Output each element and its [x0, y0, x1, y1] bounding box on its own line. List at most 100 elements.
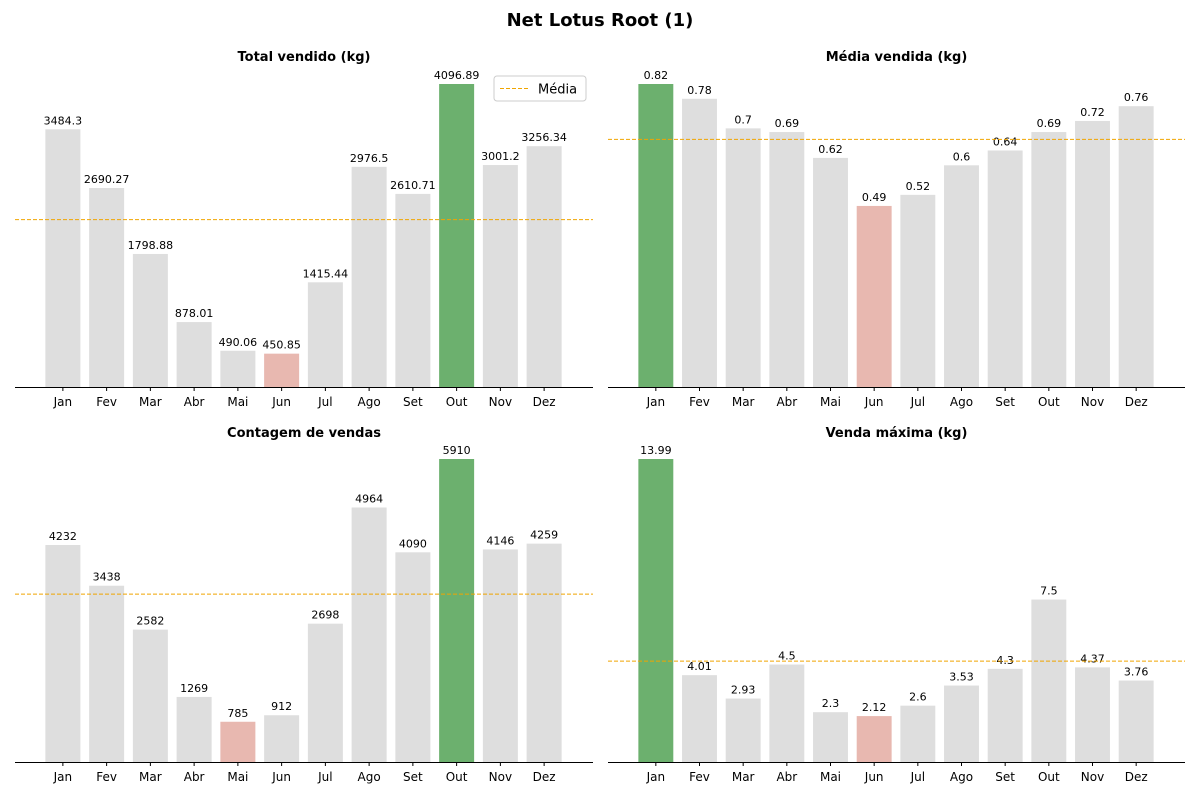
panel-2-tick-label: Fev: [689, 395, 710, 409]
panel-1-tick-label: Fev: [96, 395, 117, 409]
panel-4-value-label: 4.01: [687, 660, 712, 673]
panel-1-bar-fev: [89, 188, 125, 387]
legend-label: Média: [538, 83, 577, 98]
panel-3-value-label: 4146: [486, 534, 514, 547]
panel-4-tick-label: Set: [995, 770, 1015, 784]
panel-3-bar-nov: [482, 549, 518, 762]
panel-1-value-label: 1798.88: [128, 239, 174, 252]
panel-1-value-label: 4096.89: [434, 69, 480, 82]
panel-2-value-label: 0.72: [1080, 106, 1105, 119]
panel-3-value-label: 4090: [399, 537, 427, 550]
panel-3-bar-jun: [264, 715, 300, 762]
panel-2-title: Média vendida (kg): [826, 50, 968, 65]
panel-2-tick-label: Jan: [646, 395, 666, 409]
panel-2-bar-jan: [638, 84, 674, 387]
panel-3-value-label: 4964: [355, 493, 383, 506]
panel-4-bar-set: [987, 668, 1023, 762]
panel-1-bar-nov: [482, 165, 518, 387]
panel-1-value-label: 1415.44: [303, 267, 349, 280]
panel-3-bar-ago: [351, 507, 387, 762]
panel-1-value-label: 3001.2: [481, 150, 520, 163]
panel-3-tick-label: Set: [403, 770, 423, 784]
panel-4-tick-label: Jul: [910, 770, 925, 784]
panel-1-bar-jul: [307, 282, 343, 387]
panel-2-tick-label: Jul: [910, 395, 925, 409]
panel-1-value-label: 2690.27: [84, 173, 130, 186]
panel-4-bar-mar: [725, 698, 761, 762]
panel-4-bar-ago: [944, 685, 979, 762]
panel-3-value-label: 4232: [49, 530, 77, 543]
panel-3-bar-set: [395, 552, 431, 762]
panel-2-bar-set: [987, 150, 1023, 387]
panel-1-tick-label: Nov: [489, 395, 512, 409]
panel-4-bar-jun: [856, 716, 892, 762]
panel-1-bar-out: [439, 84, 475, 387]
panel-1-bar-set: [395, 193, 431, 387]
panel-4-bar-jan: [638, 459, 674, 762]
panel-4-bar-jul: [900, 705, 936, 762]
panel-4-value-label: 2.12: [862, 701, 887, 714]
panel-1-tick-label: Jan: [53, 395, 73, 409]
panel-3-bar-jan: [45, 545, 81, 762]
panel-1-value-label: 2976.5: [350, 152, 389, 165]
panel-3-value-label: 785: [227, 707, 248, 720]
panel-4-value-label: 4.5: [778, 650, 796, 663]
panel-3-value-label: 5910: [443, 444, 471, 457]
panel-1-bar-mar: [132, 253, 168, 387]
panel-3-value-label: 1269: [180, 682, 208, 695]
panel-4-bar-out: [1031, 599, 1067, 762]
panel-3-tick-label: Jun: [271, 770, 291, 784]
panel-3-bar-jul: [307, 623, 343, 762]
panel-4-tick-label: Abr: [776, 770, 797, 784]
panel-3-value-label: 2698: [311, 609, 339, 622]
panel-4-bar-fev: [682, 675, 717, 762]
legend-box: [493, 75, 587, 102]
panel-1-value-label: 3484.3: [44, 114, 83, 127]
panel-4-bar-nov: [1075, 667, 1110, 762]
panel-1-tick-label: Set: [403, 395, 423, 409]
panel-3-tick-label: Mai: [227, 770, 248, 784]
panel-1-title: Total vendido (kg): [238, 50, 371, 65]
panel-2-bar-mai: [813, 157, 848, 387]
panel-3-tick-label: Jan: [53, 770, 73, 784]
panel-4-bar-abr: [769, 664, 805, 762]
panel-4-value-label: 3.76: [1124, 666, 1149, 679]
panel-3-tick-label: Dez: [533, 770, 556, 784]
panel-3-tick-label: Nov: [489, 770, 512, 784]
panel-1-bar-ago: [351, 166, 387, 387]
panel-2-value-label: 0.6: [953, 150, 971, 163]
panel-1-value-label: 490.06: [219, 336, 258, 349]
panel-2-bar-out: [1031, 132, 1067, 387]
panel-1-tick-label: Mar: [139, 395, 162, 409]
panel-2-bar-ago: [944, 165, 979, 387]
panel-3-bar-fev: [89, 585, 125, 762]
panel-2-bar-jul: [900, 194, 936, 387]
panel-1-tick-label: Jun: [271, 395, 291, 409]
panel-3-tick-label: Out: [446, 770, 468, 784]
panel-4-tick-label: Fev: [689, 770, 710, 784]
panel-3-title: Contagem de vendas: [227, 426, 381, 441]
panel-4-tick-label: Mai: [820, 770, 841, 784]
panel-4-tick-label: Dez: [1125, 770, 1148, 784]
panel-1-bar-jan: [45, 129, 81, 387]
panel-4-title: Venda máxima (kg): [826, 426, 968, 441]
panel-4-value-label: 3.53: [949, 671, 974, 684]
panel-3-value-label: 3438: [93, 571, 121, 584]
panel-4-bar-dez: [1118, 680, 1154, 762]
panel-2-bar-fev: [682, 98, 717, 387]
panel-2-tick-label: Abr: [776, 395, 797, 409]
panel-1-value-label: 2610.71: [390, 179, 436, 192]
figure-title: Net Lotus Root (1): [506, 10, 694, 31]
panel-3-tick-label: Jul: [317, 770, 332, 784]
panel-2-value-label: 0.69: [1037, 117, 1062, 130]
panel-4-bar-mai: [813, 712, 848, 762]
panel-3-bar-mar: [132, 629, 168, 762]
panel-2-tick-label: Set: [995, 395, 1015, 409]
panel-1-bar-mai: [220, 350, 256, 387]
panel-2-tick-label: Dez: [1125, 395, 1148, 409]
panel-2-tick-label: Out: [1038, 395, 1060, 409]
panel-1-tick-label: Jul: [317, 395, 332, 409]
panel-1-bar-abr: [176, 322, 212, 387]
